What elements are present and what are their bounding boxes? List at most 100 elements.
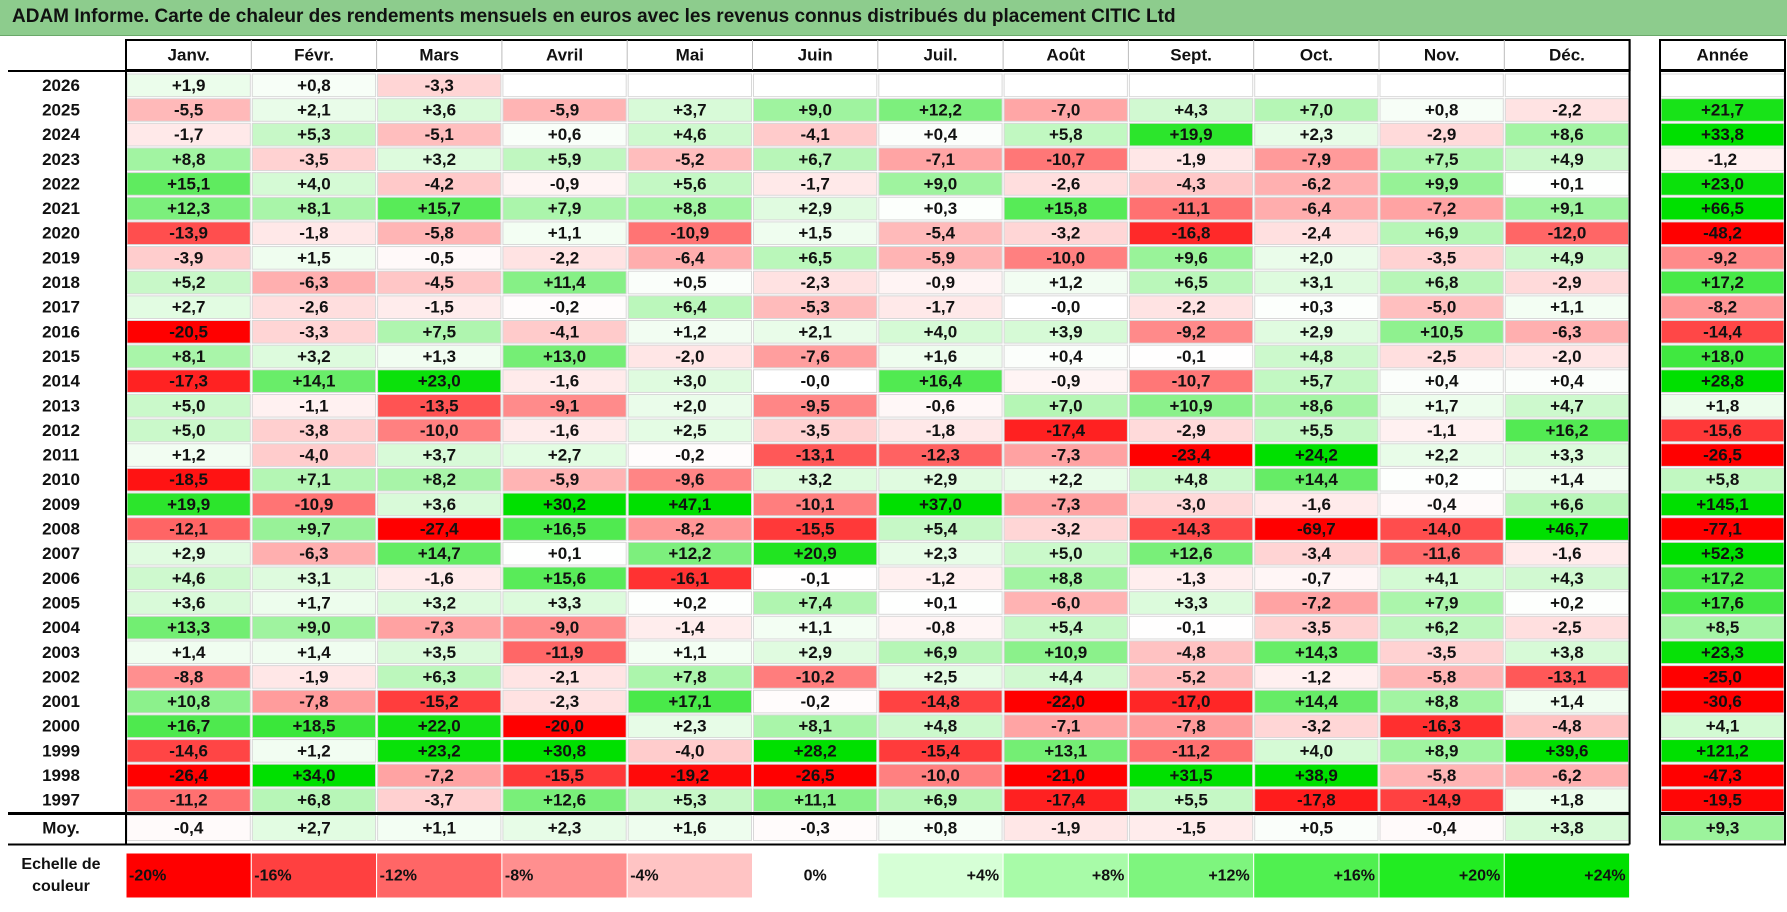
cell-value: +7,0 <box>1049 396 1083 415</box>
cell-value: +8,8 <box>673 199 707 218</box>
cell-value: +10,8 <box>167 692 210 711</box>
cell-value: -0,6 <box>926 396 955 415</box>
heatmap-cell <box>377 467 502 492</box>
cell-value: +3,6 <box>422 100 456 119</box>
heatmap-cell <box>753 172 878 196</box>
heatmap-cell <box>251 369 377 393</box>
cell-value: -3,5 <box>1302 618 1331 637</box>
cell-value: +0,3 <box>1300 298 1334 317</box>
heatmap-cell <box>627 640 753 665</box>
cell-value: -0,9 <box>1051 372 1080 391</box>
cell-value: +4,6 <box>172 569 206 588</box>
heatmap-cell <box>502 788 627 812</box>
cell-value: +0,2 <box>673 593 707 612</box>
cell-value: -9,2 <box>1176 322 1205 341</box>
heatmap-cell <box>1003 320 1128 344</box>
heatmap-cell <box>1254 369 1379 393</box>
cell-value: -2,5 <box>1552 618 1581 637</box>
year-label: 2002 <box>42 667 80 686</box>
year-label: 1997 <box>42 791 80 810</box>
cell-value: +1,2 <box>1049 273 1083 292</box>
heatmap-cell <box>1379 714 1504 739</box>
heatmap-cell <box>1379 517 1504 541</box>
heatmap-cell <box>1003 517 1128 541</box>
cell-value: -3,3 <box>425 76 454 95</box>
cell-value: -12,3 <box>921 446 960 465</box>
scale-swatch <box>752 852 879 899</box>
heatmap-cell <box>753 591 878 615</box>
heatmap-cell <box>377 640 502 665</box>
heatmap-cell <box>878 739 1003 763</box>
cell-value: -0,1 <box>1176 347 1205 366</box>
heatmap-cell <box>251 788 377 812</box>
cell-value: -0,0 <box>1051 298 1080 317</box>
cell-value: +9,0 <box>297 618 331 637</box>
cell-value: +30,2 <box>543 495 586 514</box>
cell-value: +15,8 <box>1044 199 1087 218</box>
heatmap-cell <box>1254 295 1379 320</box>
cell-value: -5,9 <box>926 248 955 267</box>
cell-value: +1,6 <box>924 347 958 366</box>
heatmap-cell <box>878 344 1003 369</box>
heatmap-cell <box>627 492 753 517</box>
annual-value: -77,1 <box>1703 520 1742 539</box>
cell-value: -8,2 <box>675 520 704 539</box>
cell-value: +5,4 <box>924 520 958 539</box>
year-label: 2012 <box>42 421 80 440</box>
month-header: Sept. <box>1170 45 1212 64</box>
cell-value: +31,5 <box>1170 766 1213 785</box>
month-header: Mai <box>676 45 704 64</box>
cell-value: +6,7 <box>798 150 832 169</box>
heatmap-cell <box>251 689 377 714</box>
cell-value: -2,3 <box>550 692 579 711</box>
cell-value: -1,1 <box>1427 421 1456 440</box>
cell-value: +7,5 <box>422 322 456 341</box>
cell-value: -13,1 <box>1548 667 1587 686</box>
cell-value: +1,3 <box>422 347 456 366</box>
heatmap-cell <box>627 689 753 714</box>
heatmap-cell <box>878 73 1003 98</box>
cell-value: +0,5 <box>673 273 707 292</box>
cell-value: -7,2 <box>1302 593 1331 612</box>
cell-value: -13,1 <box>796 446 835 465</box>
cell-value: +18,5 <box>292 717 335 736</box>
heatmap-cell <box>878 665 1003 689</box>
cell-value: -5,9 <box>550 100 579 119</box>
cell-value: +1,6 <box>673 818 707 837</box>
heatmap-cell <box>377 393 502 418</box>
annual-value: +28,8 <box>1701 372 1744 391</box>
cell-value: +2,0 <box>1300 248 1334 267</box>
cell-value: -9,1 <box>550 396 579 415</box>
year-label: 2001 <box>42 692 80 711</box>
cell-value: -4,0 <box>299 446 328 465</box>
cell-value: -2,2 <box>550 248 579 267</box>
scale-tick-label: -16% <box>254 868 291 885</box>
heatmap-cell <box>1379 295 1504 320</box>
cell-value: -10,2 <box>796 667 835 686</box>
heatmap-cell <box>1003 492 1128 517</box>
heatmap-cell <box>1128 369 1254 393</box>
cell-value: -19,2 <box>670 766 709 785</box>
cell-value: +3,8 <box>1550 818 1584 837</box>
heatmap-cell <box>1254 591 1379 615</box>
cell-value: -3,8 <box>299 421 328 440</box>
heatmap-cell <box>251 517 377 541</box>
cell-value: +30,8 <box>543 741 586 760</box>
heatmap-cell <box>1003 443 1128 467</box>
heatmap-cell <box>1128 270 1254 295</box>
heatmap-cell <box>251 739 377 763</box>
heatmap-cell <box>1128 122 1254 147</box>
cell-value: +1,2 <box>673 322 707 341</box>
cell-value: +3,2 <box>297 347 331 366</box>
heatmap-cell <box>878 418 1003 443</box>
heatmap-cell <box>878 98 1003 122</box>
cell-value: -9,0 <box>550 618 579 637</box>
cell-value: -5,5 <box>174 100 203 119</box>
scale-tick-label: -8% <box>505 868 533 885</box>
heatmap-cell <box>1379 122 1504 147</box>
cell-value: +4,0 <box>1300 741 1334 760</box>
cell-value: -2,4 <box>1302 224 1332 243</box>
cell-value: +6,9 <box>924 791 958 810</box>
cell-value: +9,1 <box>1550 199 1584 218</box>
heatmap-cell <box>377 815 502 841</box>
